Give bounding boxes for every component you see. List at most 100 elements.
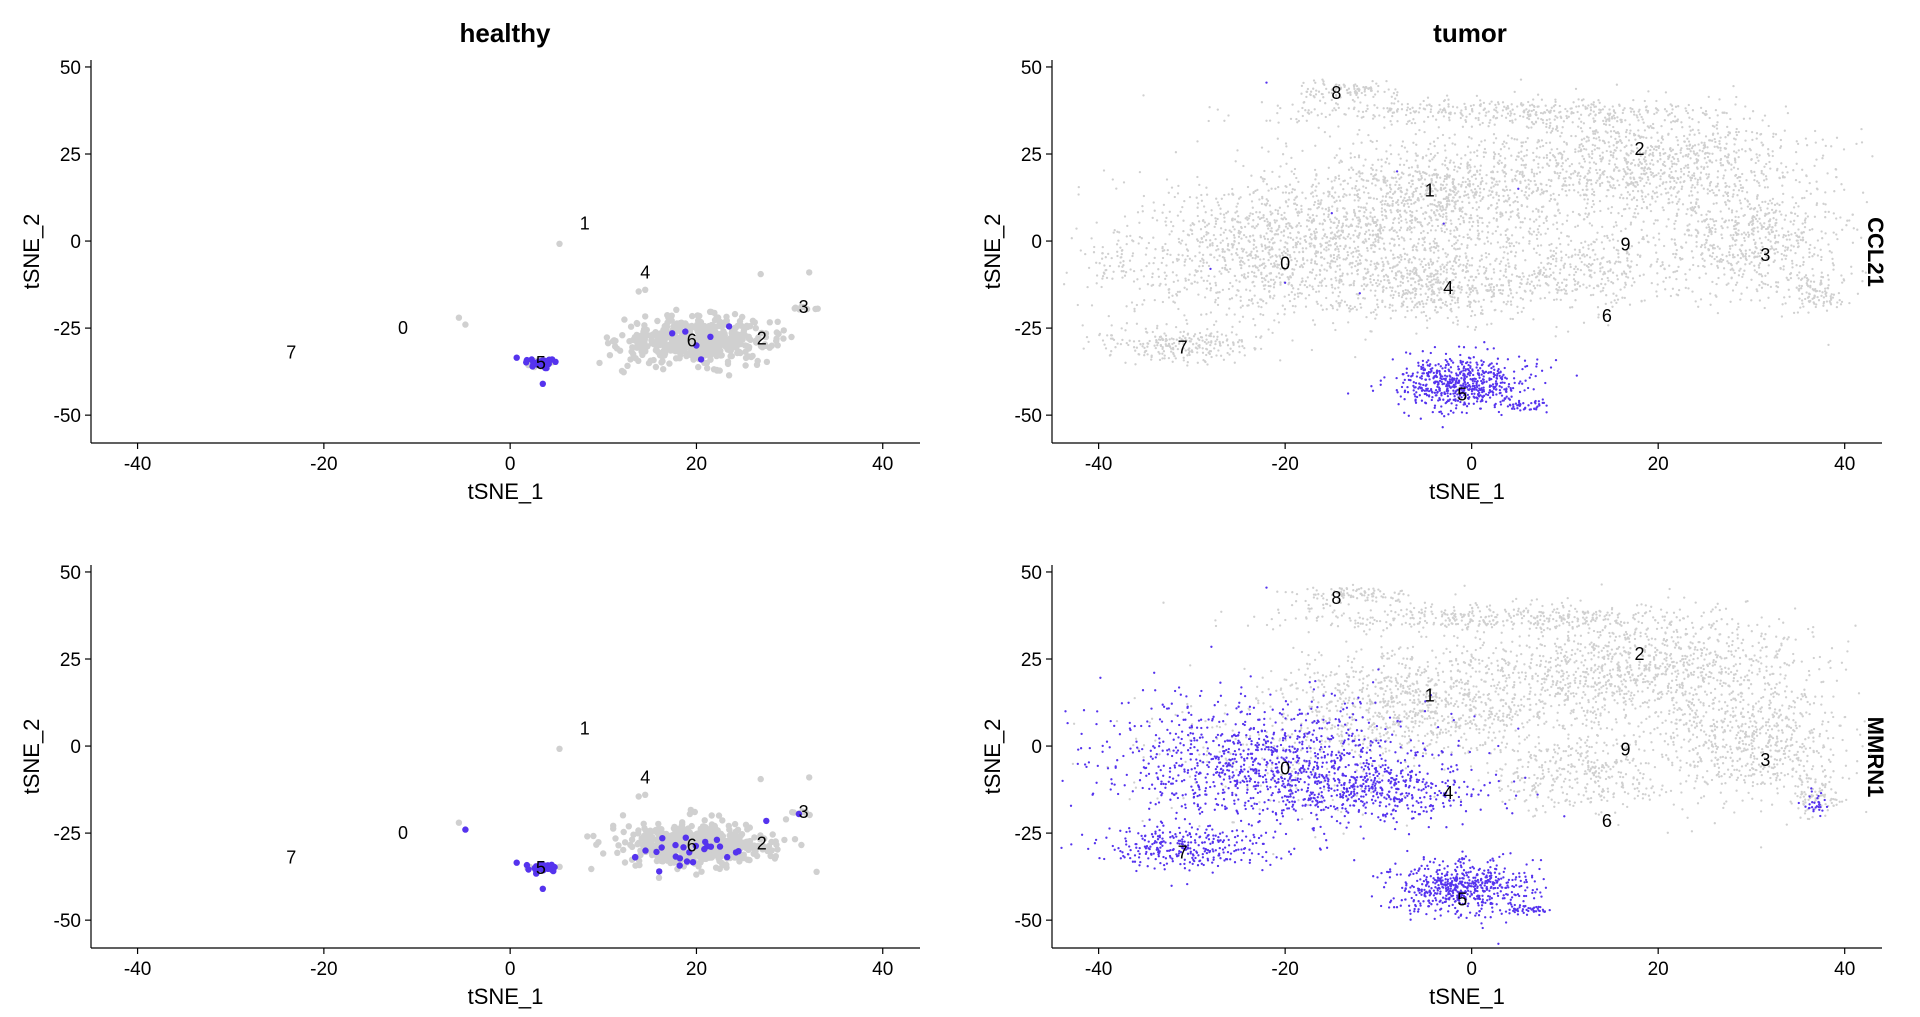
unexpressed-cell-point: [1741, 172, 1744, 176]
unexpressed-cell-point: [1380, 165, 1383, 168]
unexpressed-cell-point: [1848, 219, 1851, 222]
unexpressed-cell-point: [1288, 222, 1291, 225]
unexpressed-cell-point: [1299, 283, 1302, 286]
unexpressed-cell-point: [1293, 311, 1296, 314]
unexpressed-cell-point: [1719, 149, 1722, 152]
unexpressed-cell-point: [1354, 184, 1357, 188]
unexpressed-cell-point: [1734, 243, 1737, 246]
unexpressed-cell-point: [1618, 183, 1621, 187]
unexpressed-cell-point: [1516, 305, 1519, 308]
unexpressed-cell-point: [1846, 219, 1849, 222]
unexpressed-cell-point: [1436, 209, 1439, 212]
unexpressed-cell-point: [1244, 217, 1247, 220]
unexpressed-cell-point: [1151, 275, 1154, 279]
unexpressed-cell-point: [1396, 285, 1400, 288]
unexpressed-cell-point: [1538, 224, 1541, 228]
unexpressed-cell-point: [1732, 193, 1735, 196]
unexpressed-cell-point: [1337, 177, 1341, 181]
unexpressed-cell-point: [1785, 276, 1788, 279]
unexpressed-cell-point: [1672, 157, 1676, 160]
unexpressed-cell-point: [1107, 314, 1110, 318]
unexpressed-cell-point: [1182, 229, 1185, 233]
unexpressed-cell-point: [1374, 245, 1377, 248]
unexpressed-cell-point: [1718, 98, 1721, 101]
unexpressed-cell-point: [1379, 232, 1382, 235]
unexpressed-cell-point: [1408, 225, 1411, 228]
unexpressed-cell-point: [724, 338, 731, 345]
unexpressed-cell-point: [1345, 194, 1348, 197]
unexpressed-cell-point: [1751, 138, 1754, 142]
unexpressed-cell-point: [1756, 195, 1759, 198]
unexpressed-cell-point: [634, 340, 641, 347]
unexpressed-cell-point: [1481, 230, 1484, 233]
unexpressed-cell-point: [1736, 194, 1739, 197]
unexpressed-cell-point: [1405, 211, 1408, 214]
unexpressed-cell-point: [1459, 215, 1463, 218]
unexpressed-cell-point: [1657, 172, 1660, 175]
unexpressed-cell-point: [1231, 192, 1234, 195]
unexpressed-cell-point: [1713, 137, 1716, 141]
unexpressed-cell-point: [1374, 237, 1377, 241]
unexpressed-cell-point: [1289, 225, 1293, 228]
unexpressed-cell-point: [1640, 189, 1643, 192]
unexpressed-cell-point: [1721, 253, 1724, 256]
unexpressed-cell-point: [1260, 245, 1264, 248]
unexpressed-cell-point: [1352, 284, 1355, 287]
unexpressed-cell-point: [1235, 294, 1238, 297]
unexpressed-cell-point: [1763, 165, 1766, 168]
unexpressed-cell-point: [1507, 218, 1511, 221]
unexpressed-cell-point: [1371, 244, 1374, 247]
unexpressed-cell-point: [1442, 280, 1446, 284]
unexpressed-cell-point: [1344, 215, 1347, 218]
unexpressed-cell-point: [1821, 157, 1824, 160]
unexpressed-cell-point: [1314, 144, 1317, 147]
unexpressed-cell-point: [1171, 261, 1175, 264]
unexpressed-cell-point: [1735, 127, 1738, 131]
unexpressed-cell-point: [1671, 201, 1674, 204]
unexpressed-cell-point: [729, 334, 736, 341]
unexpressed-cell-point: [1445, 218, 1448, 221]
unexpressed-cell-point: [1518, 285, 1521, 289]
unexpressed-cell-point: [1737, 274, 1741, 277]
unexpressed-cell-point: [1266, 220, 1269, 223]
unexpressed-cell-point: [1687, 166, 1690, 169]
unexpressed-cell-point: [1325, 296, 1328, 300]
unexpressed-cell-point: [1419, 178, 1422, 181]
unexpressed-cell-point: [1449, 302, 1452, 306]
unexpressed-cell-point: [1725, 192, 1729, 196]
unexpressed-cell-point: [1223, 216, 1226, 219]
unexpressed-cell-point: [1405, 297, 1408, 300]
unexpressed-cell-point: [1681, 246, 1684, 249]
unexpressed-cell-point: [1152, 236, 1155, 239]
unexpressed-cell-point: [1075, 227, 1078, 230]
unexpressed-cell-point: [1331, 187, 1334, 190]
unexpressed-cell-point: [1404, 199, 1408, 203]
unexpressed-cell-point: [1436, 224, 1440, 228]
unexpressed-cell-point: [1416, 170, 1419, 174]
unexpressed-cell-point: [1177, 307, 1180, 311]
unexpressed-cell-point: [1409, 269, 1412, 273]
unexpressed-cell-point: [1578, 162, 1581, 165]
x-tick-label: 20: [686, 454, 707, 475]
unexpressed-cell-point: [1169, 220, 1173, 224]
unexpressed-cell-point: [1198, 245, 1201, 248]
unexpressed-cell-point: [728, 352, 735, 360]
unexpressed-cell-point: [1520, 204, 1523, 208]
unexpressed-cell-point: [1446, 175, 1449, 178]
unexpressed-cell-point: [1307, 293, 1311, 297]
unexpressed-cell-point: [1429, 229, 1433, 232]
unexpressed-cell-point: [1278, 276, 1281, 280]
unexpressed-cell-point: [634, 320, 641, 327]
unexpressed-cell-point: [1587, 169, 1590, 172]
unexpressed-cell-point: [1201, 264, 1204, 268]
unexpressed-cell-point: [1414, 281, 1417, 284]
unexpressed-cell-point: [1661, 138, 1665, 141]
unexpressed-cell-point: [1772, 135, 1775, 138]
unexpressed-cell-point: [1482, 298, 1485, 302]
unexpressed-cell-point: [1440, 227, 1443, 230]
unexpressed-cell-point: [1176, 279, 1180, 282]
unexpressed-cell-point: [1835, 217, 1838, 220]
unexpressed-cell-point: [1757, 252, 1760, 255]
unexpressed-cell-point: [1514, 226, 1517, 229]
unexpressed-cell-point: [1745, 129, 1748, 133]
